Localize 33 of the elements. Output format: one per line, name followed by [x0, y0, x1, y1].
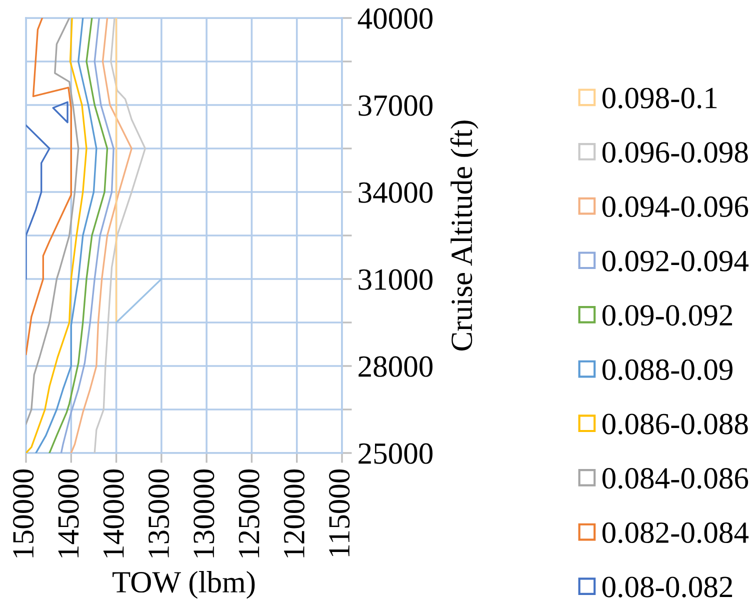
x-tick-label: 120000: [284, 469, 305, 558]
line-series: [26, 18, 80, 425]
x-tick-label: 150000: [13, 469, 34, 558]
x-tick-label: 130000: [194, 469, 214, 558]
legend-label: 0.084-0.086: [602, 468, 748, 489]
line-series: [70, 18, 132, 453]
legend-label: 0.08-0.082: [602, 576, 732, 598]
y-tick-label: 31000: [358, 269, 432, 290]
y-tick-label: 25000: [358, 443, 432, 464]
legend-label: 0.094-0.096: [602, 196, 748, 218]
y-tick-label: 28000: [358, 356, 432, 377]
line-series: [94, 18, 146, 453]
legend-label: 0.09-0.092: [602, 305, 732, 326]
y-axis-title: Cruise Altitude (ft): [450, 120, 478, 351]
legend-label: 0.096-0.098: [602, 142, 748, 163]
x-tick-label: 140000: [103, 469, 124, 558]
x-tick-label: 115000: [329, 469, 350, 556]
legend-label: 0.086-0.088: [602, 414, 748, 434]
legend-label: 0.092-0.094: [602, 250, 749, 272]
x-axis-title: TOW (lbm): [112, 571, 255, 599]
y-tick-label: 37000: [358, 95, 432, 116]
x-tick-label: 125000: [238, 469, 260, 558]
line-series: [48, 18, 108, 453]
y-tick-label: 34000: [358, 182, 432, 203]
line-series: [35, 18, 98, 453]
x-tick-label: 145000: [58, 469, 79, 558]
line-series: [26, 18, 72, 356]
legend-label: 0.098-0.1: [602, 88, 717, 109]
legend-label: 0.082-0.084: [602, 522, 749, 544]
y-tick-label: 40000: [358, 8, 432, 29]
legend-label: 0.088-0.09: [602, 359, 732, 380]
line-series: [60, 18, 114, 453]
x-tick-label: 135000: [148, 469, 170, 558]
